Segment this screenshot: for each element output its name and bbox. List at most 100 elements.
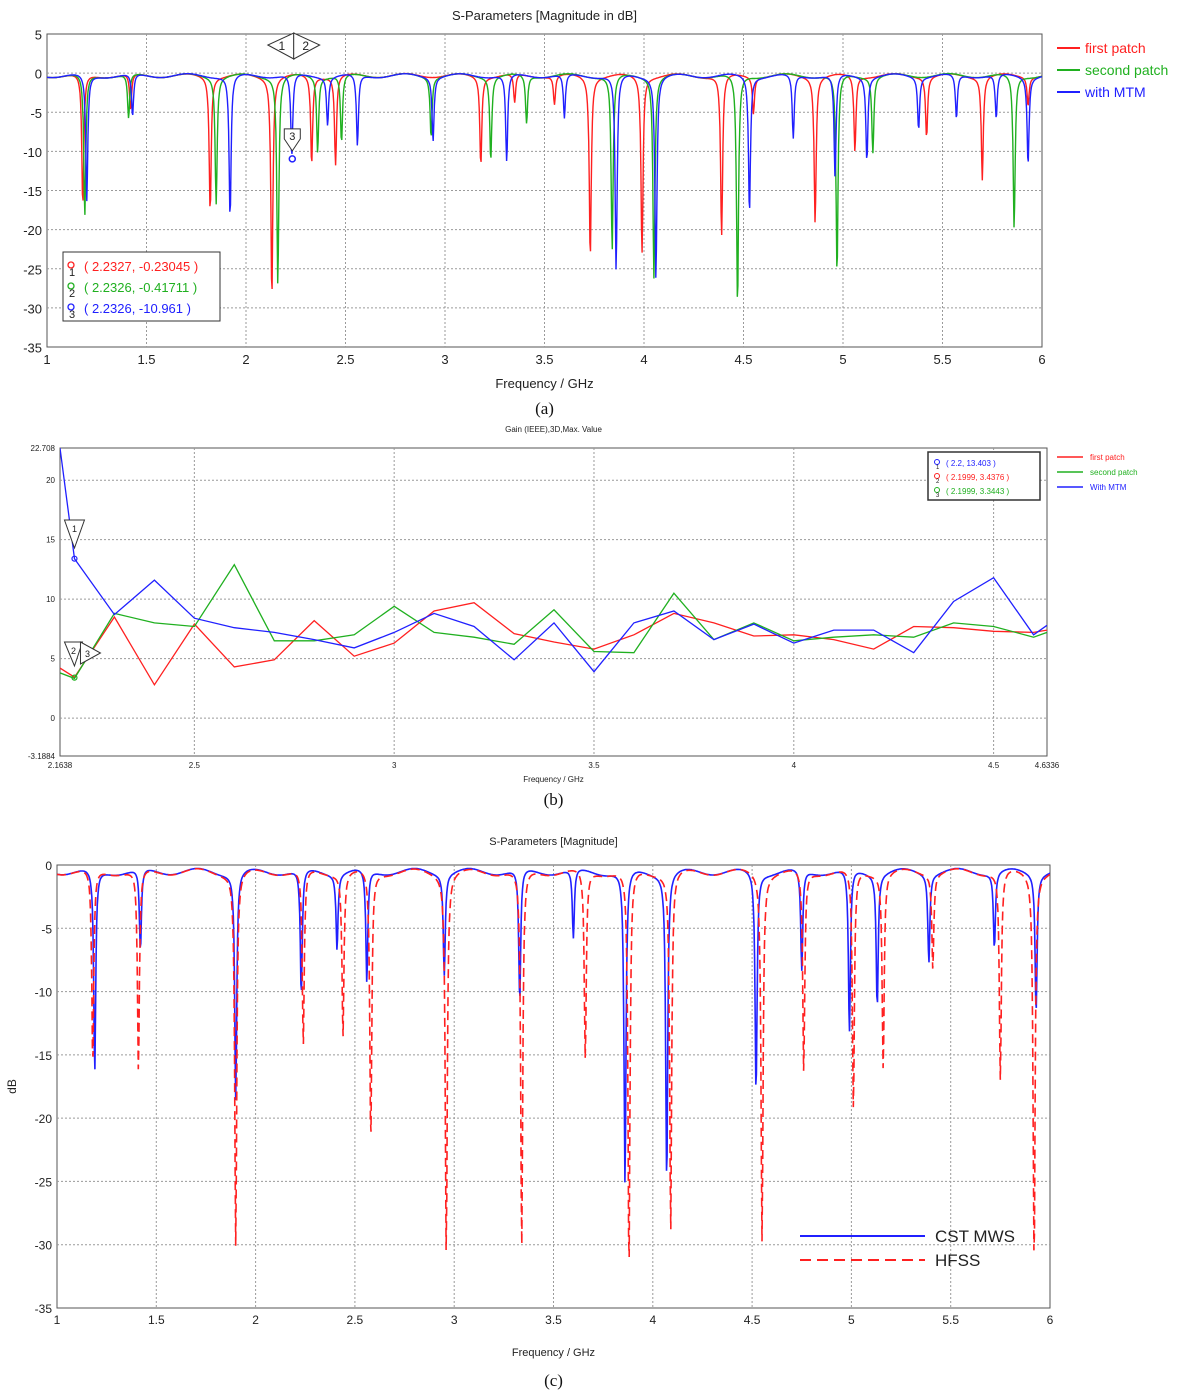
marker-readout-value: ( 2.2, 13.403 ) [946, 459, 996, 468]
x-tick-label: 6 [1047, 1313, 1054, 1327]
plot-area [59, 447, 1048, 757]
chart-panel-a: S-Parameters [Magnitude in dB] 1 1.5 2 2.5 3 3… [23, 8, 1168, 418]
y-tick-label: 10 [46, 595, 55, 604]
figure-caption: (b) [544, 790, 564, 809]
x-tick-label: 5 [848, 1313, 855, 1327]
marker-flag [79, 641, 102, 665]
x-tick-label: 1.5 [137, 352, 155, 367]
y-tick-label: 0 [45, 859, 52, 873]
marker-readout-dot [67, 282, 75, 290]
marker-flag [283, 128, 301, 152]
marker-readout-dot [934, 473, 940, 479]
x-tick-label: 4.5 [734, 352, 752, 367]
marker-readout-value: ( 2.1999, 3.4376 ) [946, 473, 1009, 482]
y-tick-label: 5 [51, 655, 56, 664]
marker-point [71, 674, 78, 681]
x-tick-label: 5.5 [942, 1313, 959, 1327]
series-line-first-patch [60, 602, 1047, 687]
x-tick-label: 1 [43, 352, 50, 367]
y-tick-label: 20 [46, 476, 55, 485]
marker-flag-number: 3 [289, 131, 295, 143]
y-tick-label: 15 [46, 536, 55, 545]
x-tick-label: 2.5 [347, 1313, 364, 1327]
x-tick-label: 2.5 [189, 761, 201, 770]
x-tick-label: 5.5 [933, 352, 951, 367]
series-group [57, 867, 1050, 1258]
y-tick-label: 0 [35, 67, 42, 82]
x-tick-label: 2 [252, 1313, 259, 1327]
x-tick-label: 6 [1038, 352, 1045, 367]
x-tick-label: 2.5 [336, 352, 354, 367]
x-tick-label: 4.5 [744, 1313, 761, 1327]
y-tick-label: -10 [23, 145, 42, 160]
x-tick-label: 4 [792, 761, 797, 770]
legend-label: HFSS [935, 1251, 980, 1270]
marker-readout-value: ( 2.2326, -10.961 ) [84, 301, 191, 316]
marker-point [288, 155, 297, 163]
y-tick-label: -20 [35, 1112, 53, 1126]
marker-flag-number: 1 [278, 39, 285, 53]
marker-readout-dot [934, 487, 940, 493]
legend-label: second patch [1090, 468, 1138, 477]
marker-readout-box [927, 451, 1041, 501]
marker-readout-dot [67, 261, 75, 269]
marker-flag-number: 2 [302, 39, 309, 53]
x-tick-label: 3.5 [535, 352, 553, 367]
marker-flag-number: 3 [85, 649, 90, 659]
x-tick-label: 4.6336 [1035, 761, 1060, 770]
x-tick-label: 3 [392, 761, 397, 770]
y-tick-label: -15 [35, 1049, 53, 1063]
series-line-cst-mws [57, 867, 1050, 1183]
chart-title: S-Parameters [Magnitude in dB] [452, 8, 637, 23]
figure-caption: (a) [535, 399, 554, 418]
x-tick-label: 4 [640, 352, 647, 367]
x-tick-label: 4 [649, 1313, 656, 1327]
figure-caption: (c) [544, 1371, 563, 1390]
y-tick-label: -35 [23, 341, 42, 356]
x-tick-label: 3 [441, 352, 448, 367]
marker-readout-id: 3 [936, 493, 940, 499]
marker-flag [63, 519, 86, 550]
marker-flag-number: 1 [72, 524, 77, 534]
chart-title: S-Parameters [Magnitude] [489, 836, 617, 848]
y-tick-label: -35 [35, 1302, 53, 1316]
marker-flag [63, 641, 84, 668]
y-tick-label: -25 [23, 262, 42, 277]
x-tick-label: 1 [54, 1313, 61, 1327]
legend-label: CST MWS [935, 1227, 1015, 1246]
marker-readout-id: 3 [69, 309, 75, 321]
marker-readout-value: ( 2.1999, 3.3443 ) [946, 487, 1009, 496]
y-tick-label: -30 [23, 301, 42, 316]
x-axis-label: Frequency / GHz [495, 376, 593, 391]
x-axis-label: Frequency / GHz [512, 1347, 595, 1359]
x-tick-label: 5 [839, 352, 846, 367]
y-tick-label: 22.708 [31, 444, 56, 453]
marker-readout-id: 2 [69, 288, 75, 300]
legend-label: first patch [1085, 40, 1146, 56]
x-tick-label: 2 [242, 352, 249, 367]
y-tick-label: -10 [35, 986, 53, 1000]
series-line-second-patch [60, 563, 1047, 680]
y-tick-label: -15 [23, 184, 42, 199]
marker-readout-box [62, 251, 221, 322]
x-tick-label: 2.1638 [48, 761, 73, 770]
x-tick-label: 1.5 [148, 1313, 165, 1327]
x-tick-label: 3.5 [588, 761, 600, 770]
marker-readout-value: ( 2.2326, -0.41711 ) [84, 280, 197, 295]
marker-flag [293, 32, 321, 60]
marker-point [71, 555, 78, 562]
series-line-with-mtm [60, 448, 1047, 673]
marker-readout-id: 1 [69, 267, 75, 279]
series-group [60, 448, 1047, 687]
y-tick-label: 5 [35, 28, 42, 43]
legend-label: With MTM [1090, 483, 1127, 492]
y-tick-label: -5 [30, 106, 42, 121]
y-tick-label: -3.1884 [28, 752, 56, 761]
x-tick-label: 4.5 [988, 761, 1000, 770]
y-tick-label: -20 [23, 223, 42, 238]
legend-label: with MTM [1084, 84, 1146, 100]
series-line-hfss [57, 867, 1050, 1258]
marker-flag-number: 2 [71, 646, 76, 656]
x-axis-label: Frequency / GHz [523, 775, 583, 784]
